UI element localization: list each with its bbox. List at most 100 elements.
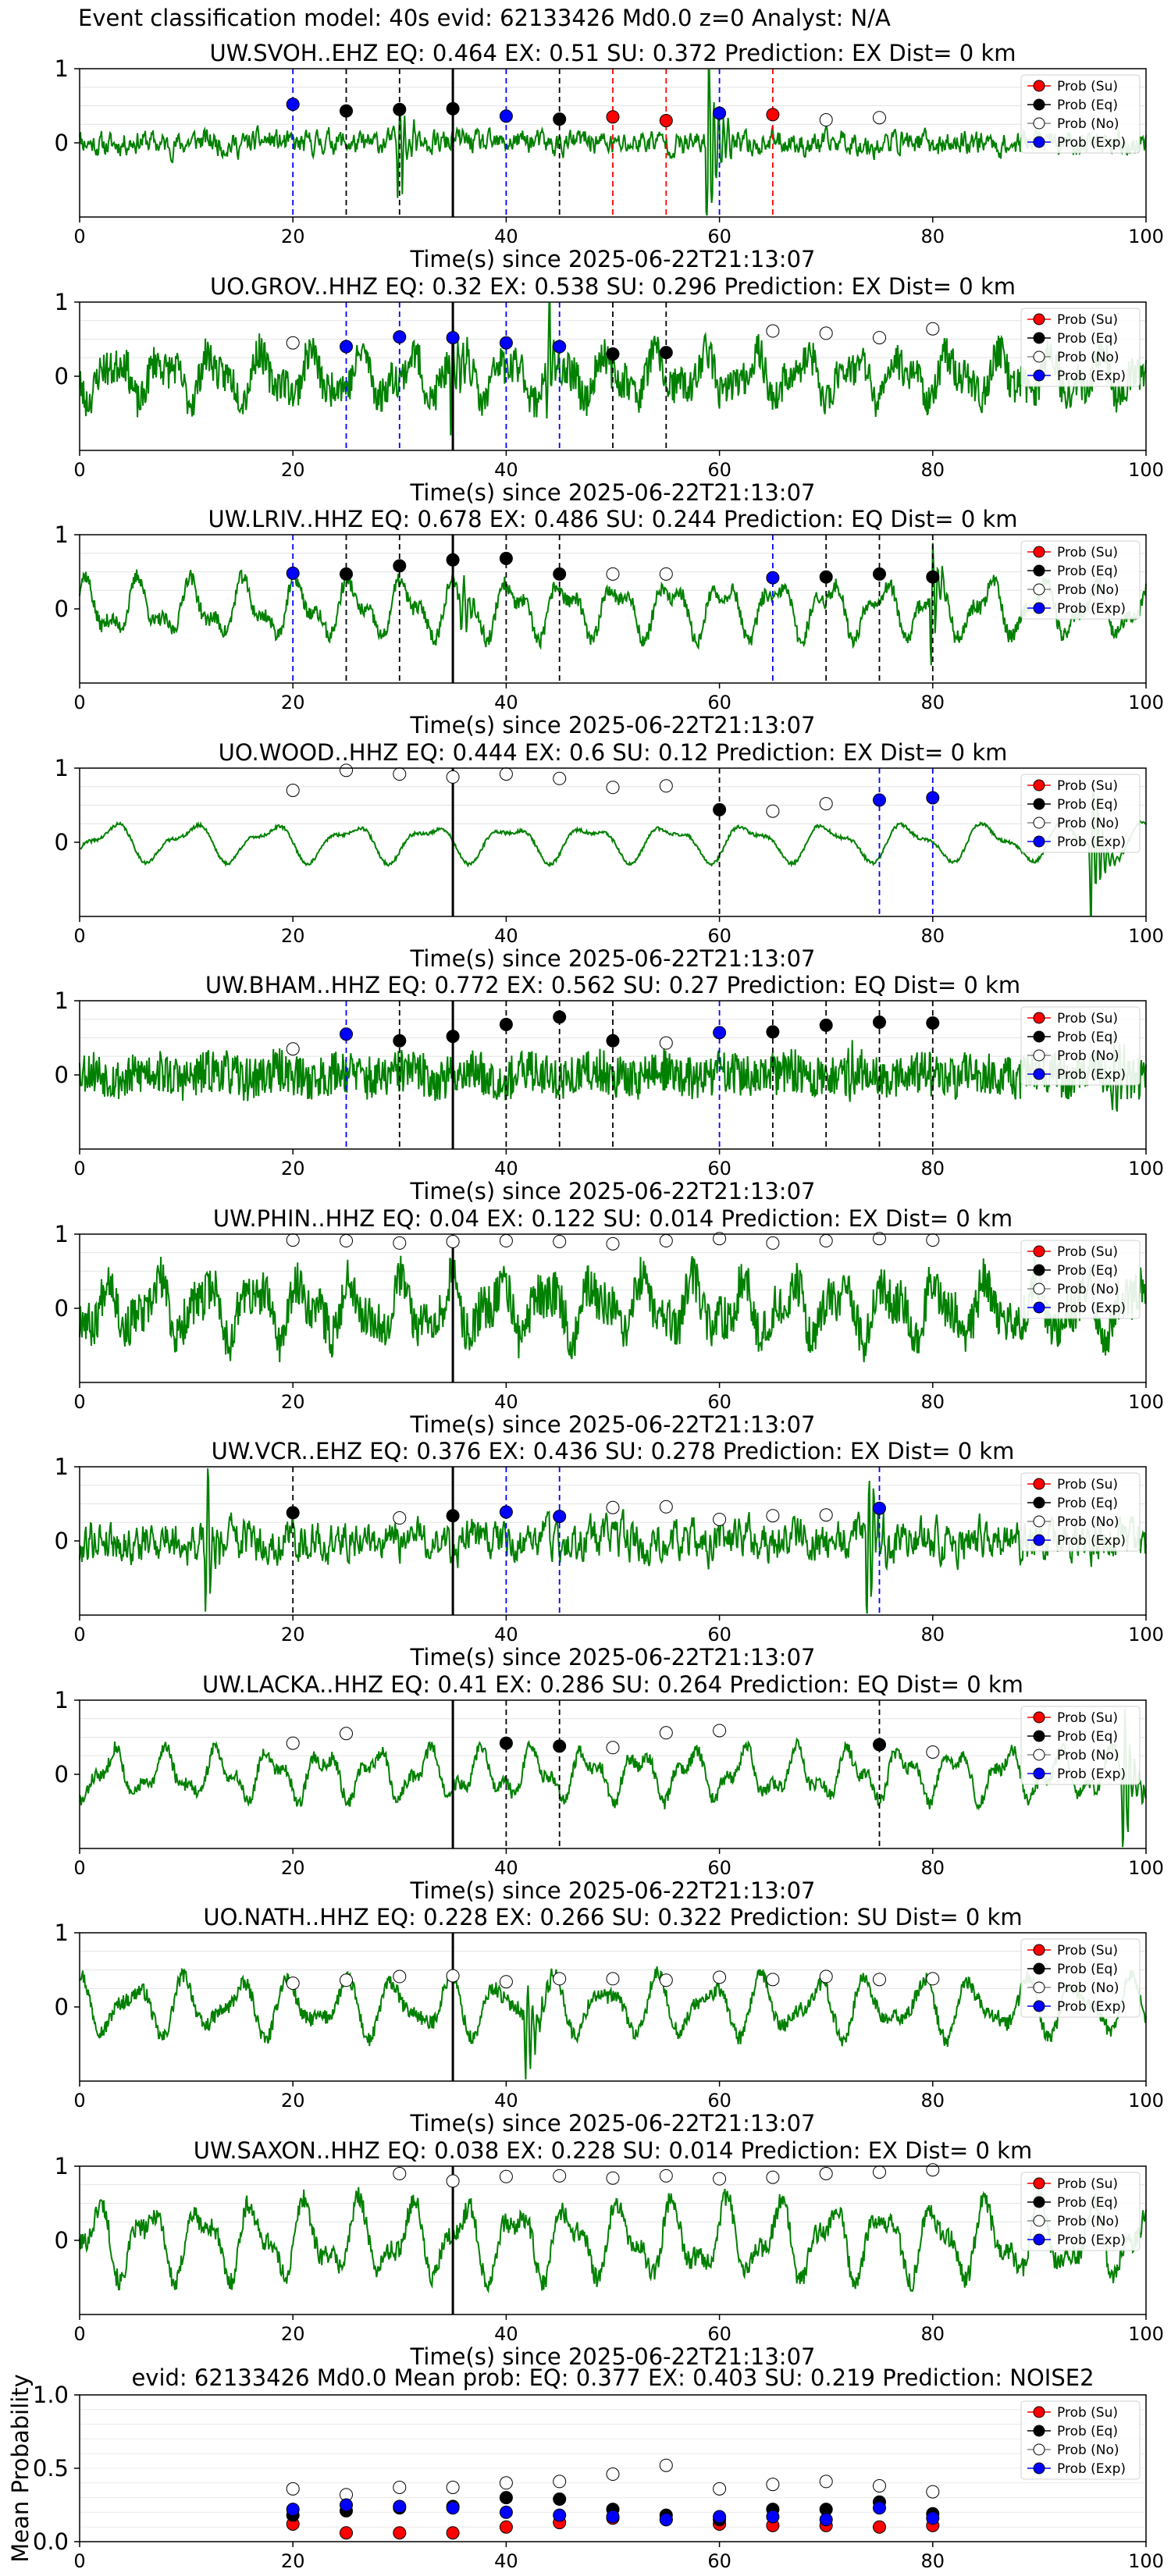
mean-point-no <box>446 2480 460 2494</box>
prob-point-no <box>606 2171 620 2185</box>
prob-point-no <box>393 1236 407 1250</box>
panel-title: UW.SAXON..HHZ EQ: 0.038 EX: 0.228 SU: 0.… <box>194 2137 1032 2164</box>
x-tick-label: 80 <box>921 459 945 481</box>
x-tick-label: 100 <box>1128 692 1164 713</box>
mean-point-no <box>286 2482 300 2496</box>
prob-point-eq <box>446 1509 460 1523</box>
mean-point-no <box>499 2476 513 2490</box>
mean-point-su <box>873 2520 886 2534</box>
prob-point-eq <box>926 570 940 584</box>
x-tick-label: 80 <box>921 1857 945 1879</box>
x-tick-label: 100 <box>1128 2550 1164 2572</box>
seismic-trace <box>79 543 1147 666</box>
legend: Prob (Su) Prob (Eq) Prob (No) Prob (Exp) <box>1020 1706 1141 1785</box>
legend-marker-exp <box>1033 136 1045 148</box>
legend-marker-no <box>1033 1749 1045 1761</box>
prob-point-exp <box>766 571 780 585</box>
prob-point-no <box>659 1726 673 1740</box>
legend-label-exp: Prob (Exp) <box>1057 2233 1126 2248</box>
legend-marker-su <box>1033 2406 1045 2418</box>
seismic-trace <box>79 1468 1147 1614</box>
x-tick-label: 0 <box>73 226 85 247</box>
mean-point-no <box>819 2475 833 2489</box>
y-tick-label: 0 <box>55 596 69 622</box>
prob-point-no <box>873 1973 886 1987</box>
prob-point-eq <box>553 1010 567 1024</box>
legend: Prob (Su) Prob (Eq) Prob (No) Prob (Exp) <box>1020 774 1141 853</box>
legend-marker-exp <box>1033 369 1045 382</box>
prob-point-no <box>553 2169 567 2183</box>
prob-point-no <box>553 771 567 785</box>
prob-point-no <box>873 331 886 345</box>
prob-point-no <box>659 1500 673 1514</box>
seismic-trace <box>79 1966 1147 2080</box>
legend: Prob (Su) Prob (Eq) Prob (No) Prob (Exp) <box>1020 540 1141 620</box>
legend-label-no: Prob (No) <box>1057 582 1119 598</box>
x-tick-label: 40 <box>494 2323 518 2345</box>
x-tick-label: 0 <box>73 2090 85 2112</box>
legend-marker-eq <box>1033 2196 1045 2208</box>
waveform-panel: UW.LACKA..HHZ EQ: 0.41 EX: 0.286 SU: 0.2… <box>55 1671 1164 1904</box>
prob-point-no <box>766 1509 780 1523</box>
prob-point-no <box>659 779 673 793</box>
x-tick-label: 60 <box>707 1624 731 1646</box>
legend-label-su: Prob (Su) <box>1057 312 1118 328</box>
prob-point-eq <box>499 551 513 565</box>
x-tick-label: 100 <box>1128 226 1164 247</box>
x-tick-label: 20 <box>281 1158 305 1179</box>
prob-point-no <box>606 1236 620 1251</box>
legend-label-no: Prob (No) <box>1057 1980 1119 1996</box>
legend-label-exp: Prob (Exp) <box>1057 135 1126 151</box>
x-tick-label: 0 <box>73 2323 85 2345</box>
legend-marker-eq <box>1033 1030 1045 1043</box>
prob-point-no <box>606 781 620 795</box>
legend-marker-eq <box>1033 332 1045 344</box>
legend: Prob (Su) Prob (Eq) Prob (No) Prob (Exp) <box>1020 1006 1141 1086</box>
mean-point-no <box>606 2467 620 2482</box>
x-tick-label: 20 <box>281 2090 305 2112</box>
x-tick-label: 40 <box>494 1391 518 1413</box>
x-axis-label: Time(s) since 2025-06-22T21:13:07 <box>410 1644 816 1670</box>
y-tick-label: 1 <box>55 1920 69 1946</box>
y-tick-label: 1 <box>55 521 69 548</box>
prob-point-no <box>819 1234 833 1248</box>
x-tick-label: 20 <box>281 1857 305 1879</box>
legend-marker-exp <box>1033 2462 1045 2475</box>
mean-point-su <box>393 2526 407 2540</box>
legend-label-no: Prob (No) <box>1057 1514 1119 1530</box>
x-tick-label: 100 <box>1128 1158 1164 1179</box>
mean-point-su <box>499 2520 513 2534</box>
prob-point-no <box>606 1741 620 1755</box>
x-tick-label: 20 <box>281 459 305 481</box>
x-tick-label: 40 <box>494 2090 518 2112</box>
legend-label-su: Prob (Su) <box>1057 1710 1118 1726</box>
mean-point-no <box>766 2478 780 2492</box>
legend-label-eq: Prob (Eq) <box>1057 1729 1118 1745</box>
waveform-panel: UO.GROV..HHZ EQ: 0.32 EX: 0.538 SU: 0.29… <box>55 273 1164 506</box>
legend-label-su: Prob (Su) <box>1057 1244 1118 1260</box>
panel-title: UW.PHIN..HHZ EQ: 0.04 EX: 0.122 SU: 0.01… <box>213 1205 1013 1232</box>
prob-point-exp <box>286 98 300 112</box>
axes-frame <box>79 1466 1147 1616</box>
legend-marker-eq <box>1033 1264 1045 1276</box>
prob-point-no <box>659 1234 673 1248</box>
panel-title: UW.SVOH..EHZ EQ: 0.464 EX: 0.51 SU: 0.37… <box>209 40 1016 66</box>
mean-point-su <box>340 2526 353 2540</box>
prob-point-no <box>340 1234 353 1248</box>
mean-point-no <box>713 2482 727 2496</box>
y-tick-label: 0 <box>55 363 69 390</box>
x-tick-label: 20 <box>281 925 305 947</box>
x-tick-label: 20 <box>281 2323 305 2345</box>
legend-label-su: Prob (Su) <box>1057 1477 1118 1493</box>
panel-title: evid: 62133426 Md0.0 Mean prob: EQ: 0.37… <box>131 2364 1094 2391</box>
legend-label-eq: Prob (Eq) <box>1057 98 1118 113</box>
legend-marker-exp <box>1033 2233 1045 2246</box>
x-tick-label: 0 <box>73 1391 85 1413</box>
legend-label-eq: Prob (Eq) <box>1057 331 1118 347</box>
legend-label-eq: Prob (Eq) <box>1057 1263 1118 1279</box>
prob-point-exp <box>926 791 940 805</box>
prob-point-no <box>606 1972 620 1986</box>
prob-point-no <box>873 1232 886 1246</box>
legend: Prob (Su) Prob (Eq) Prob (No) Prob (Exp) <box>1020 308 1141 387</box>
prob-point-su <box>659 114 673 127</box>
